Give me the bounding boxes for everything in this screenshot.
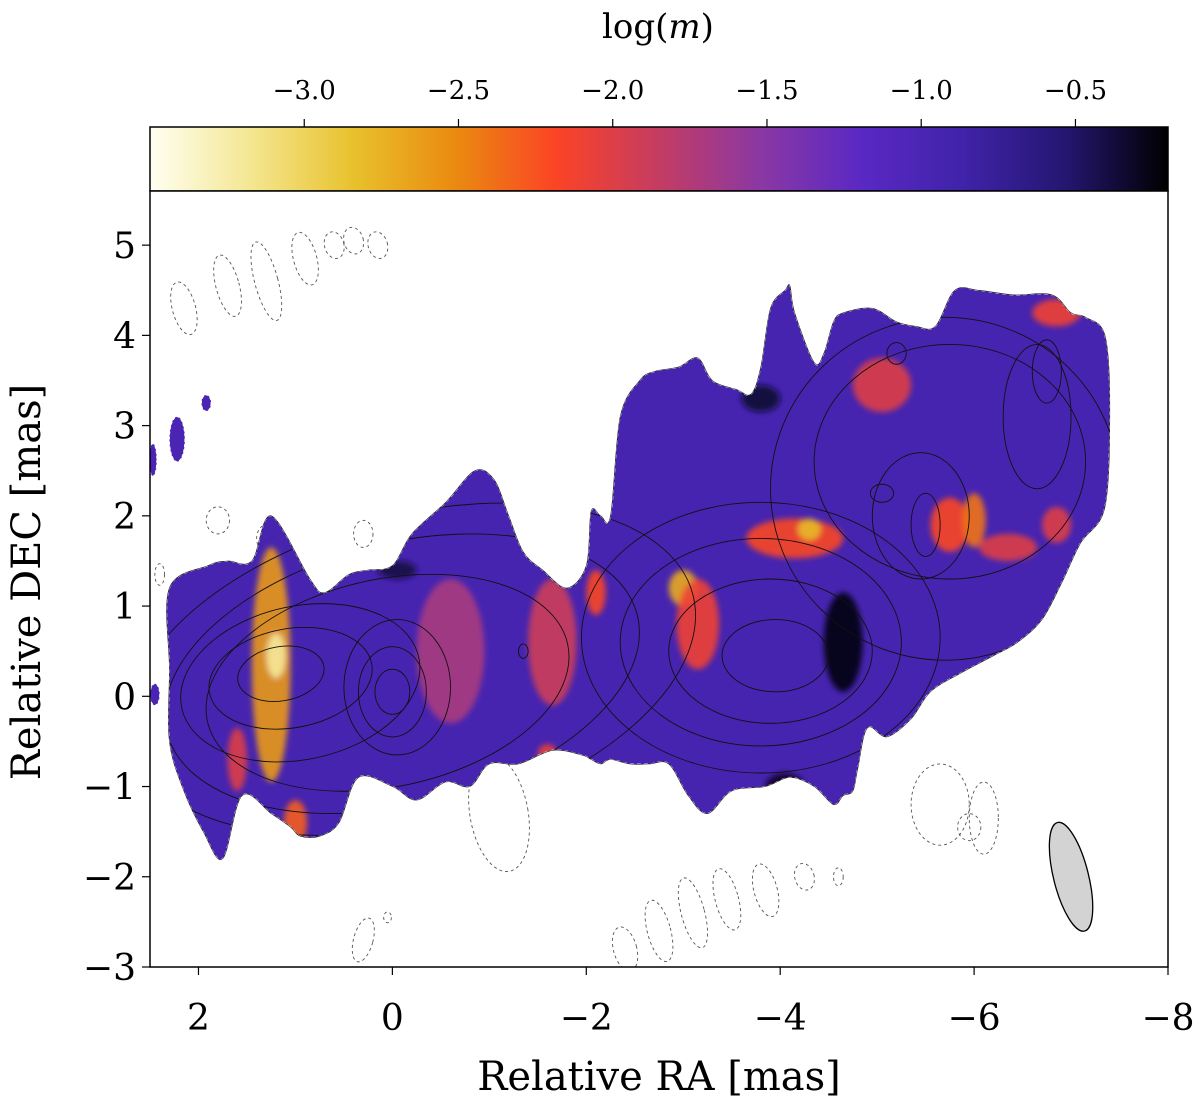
- intensity-contour: [357, 646, 427, 738]
- beam-shape: [1048, 821, 1094, 932]
- x-tick-label: −2: [560, 998, 613, 1039]
- x-tick-label: −6: [948, 998, 1001, 1039]
- x-tick-label: −4: [754, 998, 807, 1039]
- plot-frame: [149, 190, 1169, 968]
- heatmap-blob: [676, 579, 720, 670]
- heatmap-blob: [528, 579, 577, 706]
- y-tick-label: 0: [113, 677, 136, 718]
- intensity-contour: [813, 343, 1087, 580]
- island-patches: [150, 394, 212, 706]
- negative-contour: [910, 763, 970, 846]
- intensity-contour: [374, 668, 411, 715]
- negative-contour: [351, 917, 375, 963]
- colorbar-tick-label: −3.0: [273, 76, 336, 106]
- negative-contour: [170, 281, 198, 336]
- intensity-contour: [343, 619, 452, 756]
- intensity-contour: [869, 483, 895, 503]
- heatmap-blob: [797, 518, 821, 541]
- colorbar-label: log(m): [602, 7, 714, 47]
- x-tick-label: −8: [1141, 998, 1194, 1039]
- intensity-contour: [910, 492, 941, 557]
- x-axis-label: Relative RA [mas]: [477, 1054, 841, 1100]
- negative-contour: [323, 231, 345, 259]
- island-patch: [168, 416, 186, 463]
- y-axis-label: Relative DEC [mas]: [4, 384, 50, 780]
- intensity-contour: [208, 626, 373, 730]
- plot-area: 2 0 −2 −4 −6 −8 5 4 3 2 1 0 −1 −2 −3: [83, 190, 1195, 1039]
- heatmap-blob: [1041, 506, 1072, 543]
- negative-contour: [751, 863, 780, 918]
- negative-contour: [367, 231, 389, 259]
- colorbar-bar: [149, 126, 1169, 192]
- negative-contour: [677, 877, 708, 949]
- y-tick-label: 4: [113, 316, 136, 357]
- beam-ellipse: [1048, 821, 1094, 932]
- heatmap-blob: [586, 569, 606, 616]
- colorbar-tick-label: −2.5: [427, 76, 490, 106]
- negative-contour: [383, 911, 392, 924]
- intensity-contour: [871, 452, 970, 580]
- negative-contour: [154, 563, 165, 586]
- intensity-contour: [237, 645, 325, 702]
- heatmap-blob: [962, 493, 986, 548]
- fractional-polarization-map: [166, 284, 1110, 860]
- y-tick-label: 1: [113, 587, 136, 628]
- island-patch: [150, 443, 158, 477]
- negative-contour: [291, 231, 319, 286]
- outer-contour: [166, 284, 1111, 861]
- intensity-contour: [517, 643, 529, 659]
- intensity-contour: [619, 537, 902, 747]
- x-tick-label: 0: [381, 998, 404, 1039]
- negative-contour: [793, 863, 815, 891]
- colorbar: log(m) −3.0 −2.5 −2.0 −1.5 −1.0 −0.5: [149, 7, 1169, 192]
- heatmap-blob: [823, 592, 863, 692]
- heatmap-blob: [416, 579, 485, 724]
- y-tick-label: 5: [113, 226, 136, 267]
- x-tick-label: 2: [187, 998, 210, 1039]
- island-patch: [150, 683, 161, 706]
- x-axis-ticks: 2 0 −2 −4 −6 −8: [187, 967, 1195, 1039]
- colorbar-tick-label: −1.5: [735, 76, 798, 106]
- heatmap-blob: [930, 497, 970, 552]
- heatmap-blob: [227, 727, 247, 792]
- y-tick-label: 3: [113, 407, 136, 448]
- negative-contour: [213, 254, 242, 317]
- negative-contour: [968, 781, 999, 855]
- negative-contour: [833, 867, 844, 887]
- negative-contour: [205, 506, 230, 535]
- negative-contour: [957, 813, 982, 842]
- intensity-contour: [205, 573, 570, 792]
- negative-contour: [343, 226, 365, 255]
- y-axis-ticks: 5 4 3 2 1 0 −1 −2 −3: [83, 226, 150, 989]
- y-tick-label: −1: [83, 768, 136, 809]
- y-tick-label: −3: [83, 948, 136, 989]
- intensity-contour: [1002, 343, 1072, 490]
- negative-contour: [353, 519, 374, 548]
- heatmap-blob: [852, 357, 912, 413]
- intensity-contour: [886, 342, 907, 365]
- negative-contour: [250, 241, 283, 322]
- intensity-contour: [668, 578, 873, 724]
- y-tick-label: 2: [113, 497, 136, 538]
- colorbar-tick-label: −0.5: [1044, 76, 1107, 106]
- intensity-contour: [580, 501, 941, 774]
- source-region: [166, 284, 1110, 860]
- colorbar-ticks: −3.0 −2.5 −2.0 −1.5 −1.0 −0.5: [273, 76, 1107, 127]
- colorbar-tick-label: −2.0: [581, 76, 644, 106]
- intensity-contour: [770, 316, 1110, 661]
- heatmap-blob: [978, 533, 1038, 561]
- negative-contour: [611, 926, 639, 967]
- colorbar-tick-label: −1.0: [890, 76, 953, 106]
- intensity-contour: [180, 603, 421, 763]
- heatmap-blob: [266, 633, 286, 679]
- island-patch: [200, 394, 212, 412]
- y-tick-label: −2: [83, 858, 136, 899]
- intensity-contour: [721, 619, 830, 693]
- intensity-contour: [1031, 339, 1062, 404]
